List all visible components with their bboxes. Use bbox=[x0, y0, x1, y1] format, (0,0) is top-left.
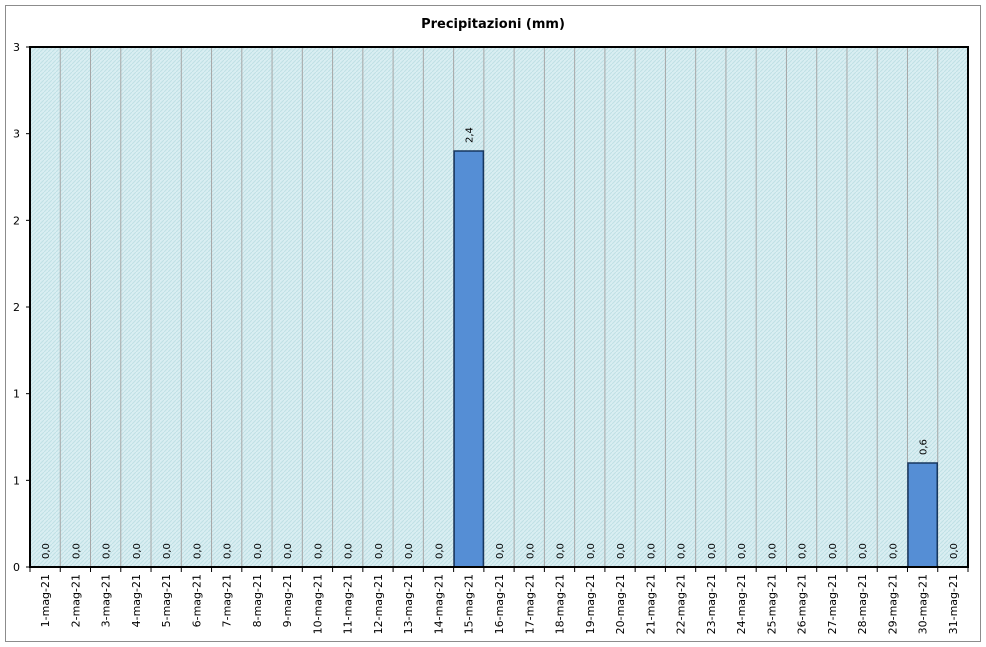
x-tick-label: 2-mag-21 bbox=[69, 574, 82, 627]
x-tick-label: 11-mag-21 bbox=[342, 574, 355, 634]
data-label: 0,0 bbox=[253, 543, 264, 559]
data-label: 0,0 bbox=[404, 543, 415, 559]
data-label: 0,0 bbox=[223, 543, 234, 559]
data-label: 0,0 bbox=[828, 543, 839, 559]
x-tick-label: 22-mag-21 bbox=[675, 574, 688, 634]
data-label: 0,0 bbox=[41, 543, 52, 559]
x-tick-label: 16-mag-21 bbox=[493, 574, 506, 634]
data-label: 0,0 bbox=[192, 543, 203, 559]
data-label: 2,4 bbox=[465, 127, 476, 143]
x-tick-label: 4-mag-21 bbox=[130, 574, 143, 627]
x-tick-label: 10-mag-21 bbox=[311, 574, 324, 634]
bar bbox=[907, 462, 938, 568]
data-label: 0,0 bbox=[434, 543, 445, 559]
x-tick-label: 29-mag-21 bbox=[886, 574, 899, 634]
x-tick-label: 18-mag-21 bbox=[554, 574, 567, 634]
x-tick-label: 30-mag-21 bbox=[917, 574, 930, 634]
data-label: 0,0 bbox=[737, 543, 748, 559]
x-tick-label: 8-mag-21 bbox=[251, 574, 264, 627]
x-tick-label: 14-mag-21 bbox=[432, 574, 445, 634]
data-label: 0,0 bbox=[495, 543, 506, 559]
y-tick-label: 0 bbox=[13, 561, 20, 574]
x-tick-label: 27-mag-21 bbox=[826, 574, 839, 634]
data-label: 0,0 bbox=[132, 543, 143, 559]
data-label: 0,0 bbox=[162, 543, 173, 559]
x-tick-label: 23-mag-21 bbox=[705, 574, 718, 634]
chart-title: Precipitazioni (mm) bbox=[421, 17, 565, 32]
x-tick-label: 17-mag-21 bbox=[523, 574, 536, 634]
data-label: 0,0 bbox=[888, 543, 899, 559]
data-label: 0,0 bbox=[71, 543, 82, 559]
data-label: 0,0 bbox=[374, 543, 385, 559]
x-tick-label: 13-mag-21 bbox=[402, 574, 415, 634]
x-tick-label: 20-mag-21 bbox=[614, 574, 627, 634]
data-label: 0,0 bbox=[616, 543, 627, 559]
data-label: 0,0 bbox=[949, 543, 960, 559]
y-tick-label: 3 bbox=[13, 128, 20, 141]
data-label: 0,0 bbox=[313, 543, 324, 559]
x-tick-label: 6-mag-21 bbox=[190, 574, 203, 627]
x-tick-label: 15-mag-21 bbox=[463, 574, 476, 634]
data-label: 0,6 bbox=[919, 439, 930, 455]
x-tick-label: 9-mag-21 bbox=[281, 574, 294, 627]
data-label: 0,0 bbox=[556, 543, 567, 559]
x-tick-label: 24-mag-21 bbox=[735, 574, 748, 634]
data-label: 0,0 bbox=[646, 543, 657, 559]
data-label: 0,0 bbox=[677, 543, 688, 559]
data-label: 0,0 bbox=[344, 543, 355, 559]
x-tick-label: 21-mag-21 bbox=[644, 574, 657, 634]
data-label: 0,0 bbox=[283, 543, 294, 559]
x-tick-label: 19-mag-21 bbox=[584, 574, 597, 634]
x-tick-label: 28-mag-21 bbox=[856, 574, 869, 634]
x-tick-label: 3-mag-21 bbox=[100, 574, 113, 627]
y-tick-label: 1 bbox=[13, 474, 20, 487]
x-tick-label: 26-mag-21 bbox=[796, 574, 809, 634]
x-tick-label: 31-mag-21 bbox=[947, 574, 960, 634]
y-tick-label: 2 bbox=[13, 301, 20, 314]
x-tick-label: 12-mag-21 bbox=[372, 574, 385, 634]
data-label: 0,0 bbox=[767, 543, 778, 559]
x-tick-label: 7-mag-21 bbox=[221, 574, 234, 627]
data-label: 0,0 bbox=[858, 543, 869, 559]
plot-area bbox=[30, 47, 968, 567]
data-labels: 0,0 0,0 0,0 0,0 0,0 0,0 0,0 0,0 0,0 0,0 0,0 0,0 0,0 0… bbox=[41, 127, 960, 559]
x-tick-label: 5-mag-21 bbox=[160, 574, 173, 627]
data-label: 0,0 bbox=[525, 543, 536, 559]
grid-lines bbox=[59, 47, 939, 567]
y-tick-label: 1 bbox=[13, 388, 20, 401]
y-tick-label: 2 bbox=[13, 214, 20, 227]
data-label: 0,0 bbox=[586, 543, 597, 559]
x-tick-label: 25-mag-21 bbox=[765, 574, 778, 634]
data-label: 0,0 bbox=[102, 543, 113, 559]
bars bbox=[453, 150, 938, 568]
x-tick-label: 1-mag-21 bbox=[39, 574, 52, 627]
y-tick-label: 3 bbox=[13, 41, 20, 54]
data-label: 0,0 bbox=[798, 543, 809, 559]
data-label: 0,0 bbox=[707, 543, 718, 559]
bar bbox=[453, 150, 485, 568]
